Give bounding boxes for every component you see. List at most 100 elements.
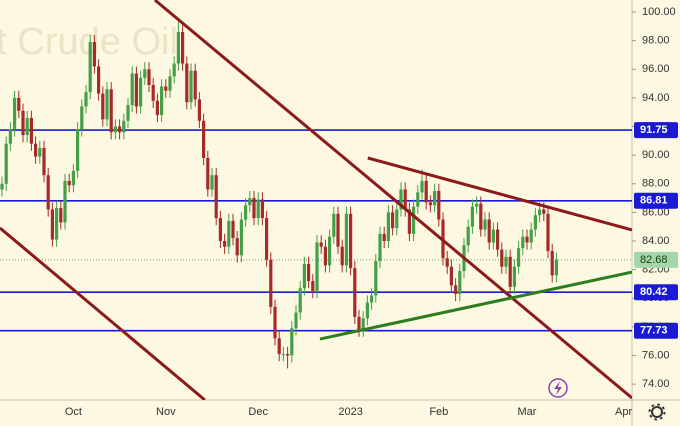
candle-body	[290, 328, 294, 356]
plot-area	[0, 0, 632, 400]
candle-body	[307, 263, 311, 282]
x-tick-label: 2023	[338, 406, 362, 418]
candle-body	[546, 213, 550, 252]
level-label-box	[634, 192, 678, 209]
candle-body	[391, 212, 395, 229]
candle-body	[206, 157, 210, 190]
candle-body	[97, 66, 101, 94]
candle-body	[260, 199, 264, 219]
candle-body	[311, 281, 315, 292]
candle-body	[265, 218, 269, 260]
candle-body	[395, 209, 399, 229]
candle-body	[382, 233, 386, 242]
candle-body	[34, 143, 38, 157]
candle-body	[470, 206, 474, 227]
candle-body	[239, 219, 243, 256]
candle-body	[496, 229, 500, 250]
candle-body	[50, 209, 54, 240]
x-tick-label: Oct	[65, 406, 82, 418]
candle-body	[126, 105, 130, 121]
candle-body	[466, 226, 470, 246]
candle-body	[281, 354, 285, 356]
candle-body	[428, 202, 432, 206]
y-tick-label: 96.00	[642, 63, 670, 75]
candle-body	[550, 251, 554, 276]
candle-body	[59, 208, 63, 223]
candle-body	[529, 229, 533, 243]
y-tick-label: 98.00	[642, 35, 670, 47]
candle-body	[244, 205, 248, 220]
candle-body	[412, 206, 416, 234]
candle-body	[122, 120, 126, 133]
level-label: 86.81	[640, 195, 668, 207]
x-tick-label: Mar	[518, 406, 537, 418]
candle-body	[504, 256, 508, 267]
candle-body	[235, 238, 239, 256]
candle-body	[67, 180, 71, 186]
candle-body	[147, 69, 151, 86]
candle-body	[46, 175, 50, 210]
candle-body	[13, 97, 17, 130]
candle-body	[172, 63, 176, 77]
candle-body	[353, 268, 357, 317]
y-tick-label: 88.00	[642, 178, 670, 190]
candle-body	[336, 213, 340, 247]
candle-body	[403, 189, 407, 210]
candle-body	[17, 97, 21, 111]
trend-line	[0, 226, 206, 400]
candle-body	[277, 338, 281, 355]
candle-body	[420, 180, 424, 193]
candle-body	[328, 236, 332, 266]
alert-icon[interactable]	[548, 378, 568, 398]
candle-body	[332, 213, 336, 237]
candle-body	[454, 285, 458, 294]
candle-body	[542, 209, 546, 214]
candle-body	[109, 89, 113, 133]
candle-body	[449, 266, 453, 286]
candle-body	[357, 316, 361, 330]
candle-body	[323, 246, 327, 266]
candle-body	[483, 219, 487, 230]
candle-body	[113, 126, 117, 133]
candle-body	[286, 354, 290, 356]
candle-body	[378, 233, 382, 262]
candle-body	[168, 76, 172, 91]
candle-body	[134, 73, 138, 107]
candle-body	[298, 288, 302, 313]
candle-body	[374, 261, 378, 296]
candle-body	[218, 218, 222, 242]
x-tick-label: Dec	[248, 406, 268, 418]
candle-body	[197, 99, 201, 121]
last-price-label: 82.68	[640, 254, 668, 266]
candle-body	[344, 213, 348, 266]
candle-body	[416, 192, 420, 207]
candle-body	[319, 242, 323, 247]
candle-body	[433, 190, 437, 206]
candle-body	[25, 117, 29, 136]
candle-body	[227, 220, 231, 247]
candle-body	[538, 209, 542, 216]
level-label-box	[634, 284, 678, 301]
candle-body	[76, 129, 80, 171]
candle-body	[80, 106, 84, 130]
x-tick-label: Nov	[156, 406, 176, 418]
candle-body	[164, 86, 168, 91]
level-label-box	[634, 322, 678, 339]
candle-body	[210, 175, 214, 190]
candle-body	[512, 266, 516, 287]
candle-body	[315, 242, 319, 292]
candle-body	[256, 199, 260, 219]
candle-body	[273, 306, 277, 339]
candle-body	[0, 183, 4, 190]
candle-body	[8, 129, 12, 144]
y-tick-label: 74.00	[642, 378, 670, 390]
candle-body	[533, 215, 537, 230]
candle-body	[517, 248, 521, 267]
candle-body	[160, 86, 164, 116]
candle-body	[458, 271, 462, 294]
settings-icon[interactable]	[648, 403, 666, 421]
candle-body	[202, 120, 206, 158]
trend-line	[367, 156, 632, 232]
candle-body	[42, 147, 46, 176]
